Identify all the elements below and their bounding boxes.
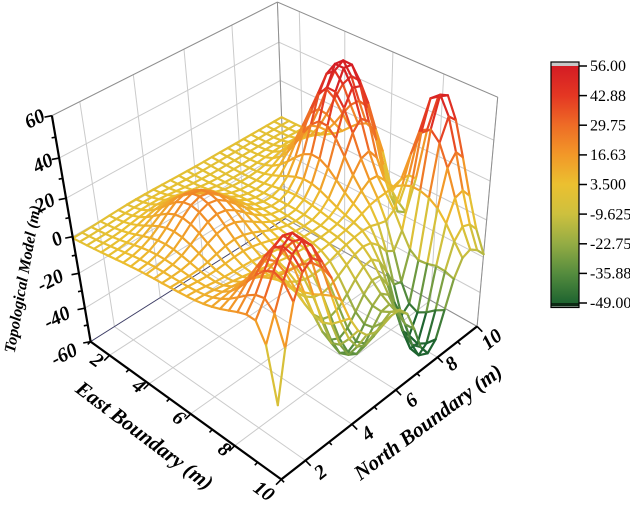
svg-text:-9.625: -9.625 <box>590 206 630 223</box>
svg-text:-49.00: -49.00 <box>590 295 630 312</box>
svg-text:42.88: 42.88 <box>590 88 626 105</box>
svg-text:16.63: 16.63 <box>590 147 626 164</box>
svg-text:56.00: 56.00 <box>590 58 626 75</box>
svg-text:3.500: 3.500 <box>590 177 626 194</box>
svg-text:29.75: 29.75 <box>590 117 626 134</box>
svg-text:-35.88: -35.88 <box>590 266 630 283</box>
svg-text:-22.75: -22.75 <box>590 236 630 253</box>
